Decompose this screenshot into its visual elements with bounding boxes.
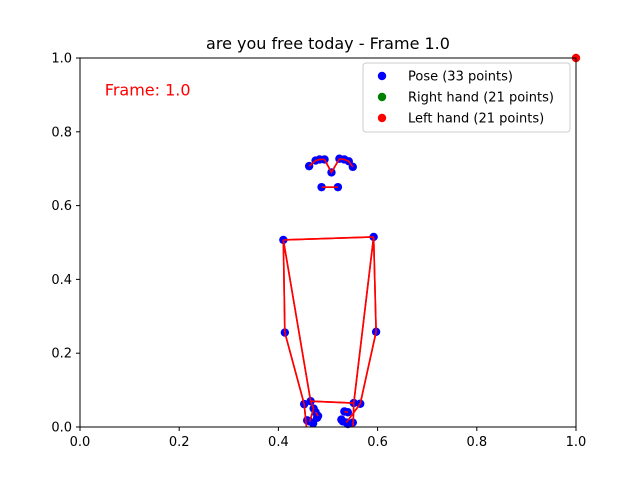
y-tick-label-3: 0.4 <box>51 273 72 288</box>
plot-area: 0.0 0.2 0.4 0.6 0.8 1.0 0.0 0.2 0.4 0.6 0.8 1.0 Fr… <box>51 52 586 451</box>
legend-box <box>362 62 571 133</box>
x-tick-label-1: 0.0 <box>70 435 91 450</box>
legend-label-3: Left hand (21 points) <box>408 112 544 127</box>
legend-label-2: Right hand (21 points) <box>408 91 554 106</box>
legend-marker-1 <box>377 71 387 81</box>
skeleton-line-overlay-12 <box>344 410 349 414</box>
legend-marker-2 <box>377 92 387 102</box>
skeleton-line-overlay-10 <box>310 400 354 404</box>
x-tick-label-5: 0.8 <box>466 435 487 450</box>
skeleton-line-overlay-5 <box>283 236 374 241</box>
skeleton-line-overlay-1 <box>308 158 325 167</box>
x-tick-label-2: 0.2 <box>169 435 190 450</box>
x-tick-label-4: 0.6 <box>367 435 388 450</box>
skeleton-line-overlay-7 <box>282 239 315 422</box>
chart-title: are you free today - Frame 1.0 <box>206 34 450 53</box>
y-axis: 0.0 0.2 0.4 0.6 0.8 1.0 <box>51 52 80 436</box>
skeleton-line-overlay-11 <box>314 411 319 417</box>
frame-annotation: Frame: 1.0 <box>105 80 191 99</box>
x-axis: 0.0 0.2 0.4 0.6 0.8 1.0 <box>70 427 587 450</box>
x-tick-label-6: 1.0 <box>566 435 587 450</box>
y-tick-label-2: 0.2 <box>51 347 72 362</box>
skeleton-line-overlay-3 <box>323 158 341 175</box>
skeleton-line-overlay-2 <box>339 157 354 168</box>
x-tick-label-3: 0.4 <box>268 435 289 450</box>
skeleton-line-overlay-6 <box>282 239 308 427</box>
legend-label-1: Pose (33 points) <box>408 70 513 85</box>
axes-frame <box>79 57 577 428</box>
y-tick-label-6: 1.0 <box>51 52 72 67</box>
data-points <box>279 53 581 429</box>
legend-marker-3 <box>377 113 387 123</box>
y-tick-label-5: 0.8 <box>51 125 72 140</box>
y-tick-label-1: 0.0 <box>51 421 72 436</box>
y-tick-label-4: 0.6 <box>51 199 72 214</box>
legend: Pose (33 points) Right hand (21 points) Le… <box>362 62 571 133</box>
